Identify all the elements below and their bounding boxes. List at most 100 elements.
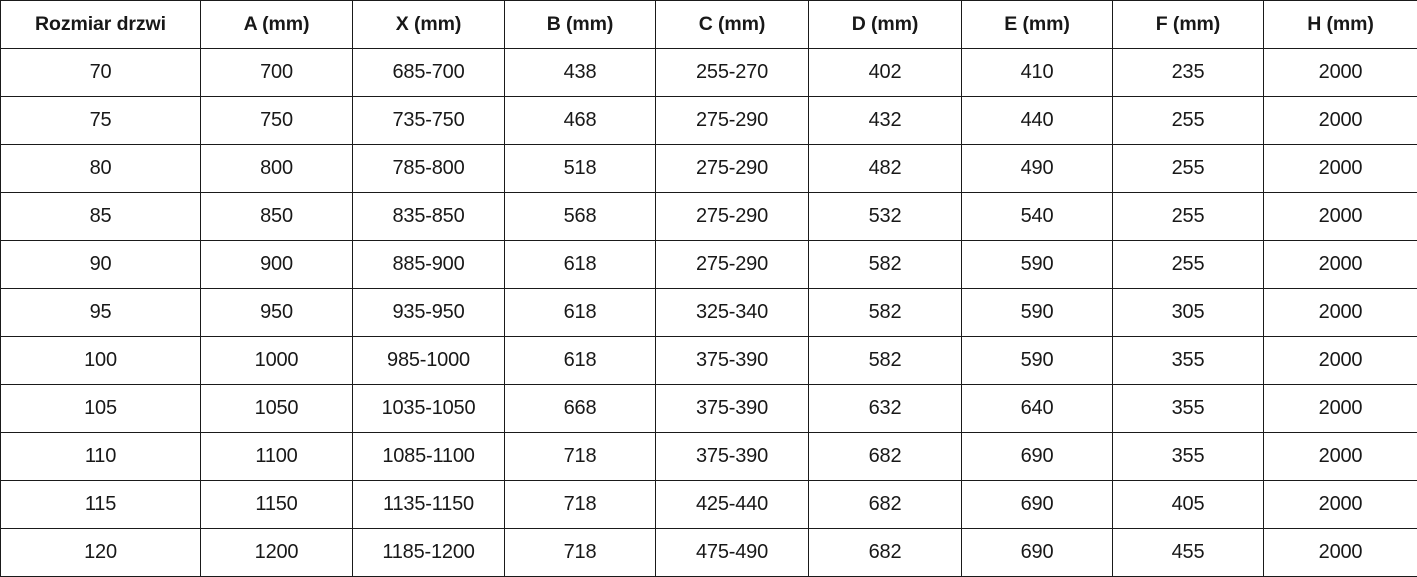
- table-cell-r10-c5: 682: [808, 528, 962, 577]
- column-header-0: Rozmiar drzwi: [0, 0, 201, 49]
- table-cell-r9-c1: 1150: [200, 480, 353, 529]
- table-cell-r4-c1: 900: [200, 240, 353, 289]
- table-cell-r2-c1: 800: [200, 144, 353, 193]
- table-cell-r3-c5: 532: [808, 192, 962, 241]
- table-cell-r0-c5: 402: [808, 48, 962, 97]
- table-cell-r1-c5: 432: [808, 96, 962, 145]
- table-cell-r9-c6: 690: [961, 480, 1113, 529]
- table-body: 70 700 685-700 438 255-270 402 410 235 2000 75 750…: [0, 48, 1417, 577]
- table-cell-r7-c8: 2000: [1263, 384, 1417, 433]
- table-cell-r7-c6: 640: [961, 384, 1113, 433]
- column-header-5: D (mm): [808, 0, 962, 49]
- table-cell-r5-c1: 950: [200, 288, 353, 337]
- table-cell-r3-c1: 850: [200, 192, 353, 241]
- table-cell-r7-c7: 355: [1112, 384, 1264, 433]
- table-cell-r3-c3: 568: [504, 192, 656, 241]
- table-cell-r4-c2: 885-900: [352, 240, 505, 289]
- table-cell-r0-c7: 235: [1112, 48, 1264, 97]
- column-header-4: C (mm): [655, 0, 809, 49]
- table-cell-r7-c2: 1035-1050: [352, 384, 505, 433]
- table-cell-r0-c4: 255-270: [655, 48, 809, 97]
- table-header: Rozmiar drzwi A (mm) X (mm) B (mm) C (mm) D (…: [0, 0, 1417, 49]
- table-cell-r1-c2: 735-750: [352, 96, 505, 145]
- column-header-2: X (mm): [352, 0, 505, 49]
- table-cell-r2-c4: 275-290: [655, 144, 809, 193]
- table-cell-r3-c8: 2000: [1263, 192, 1417, 241]
- column-header-6: E (mm): [961, 0, 1113, 49]
- table-cell-r5-c4: 325-340: [655, 288, 809, 337]
- table-cell-r6-c3: 618: [504, 336, 656, 385]
- table-cell-r9-c0: 115: [0, 480, 201, 529]
- table-cell-r8-c5: 682: [808, 432, 962, 481]
- table-cell-r4-c5: 582: [808, 240, 962, 289]
- table-cell-r0-c3: 438: [504, 48, 656, 97]
- table-cell-r8-c4: 375-390: [655, 432, 809, 481]
- table-cell-r2-c6: 490: [961, 144, 1113, 193]
- table-cell-r5-c6: 590: [961, 288, 1113, 337]
- table-cell-r9-c2: 1135-1150: [352, 480, 505, 529]
- table-cell-r10-c7: 455: [1112, 528, 1264, 577]
- table-cell-r9-c8: 2000: [1263, 480, 1417, 529]
- table-cell-r1-c3: 468: [504, 96, 656, 145]
- table-row: 70 700 685-700 438 255-270 402 410 235 2000: [0, 48, 1417, 97]
- table-cell-r4-c6: 590: [961, 240, 1113, 289]
- table-cell-r8-c8: 2000: [1263, 432, 1417, 481]
- table-row: 90 900 885-900 618 275-290 582 590 255 2000: [0, 240, 1417, 289]
- column-header-1: A (mm): [200, 0, 353, 49]
- table-cell-r8-c6: 690: [961, 432, 1113, 481]
- column-header-7: F (mm): [1112, 0, 1264, 49]
- table-cell-r8-c7: 355: [1112, 432, 1264, 481]
- table-cell-r8-c2: 1085-1100: [352, 432, 505, 481]
- column-header-8: H (mm): [1263, 0, 1417, 49]
- table-cell-r0-c6: 410: [961, 48, 1113, 97]
- table-cell-r10-c4: 475-490: [655, 528, 809, 577]
- table-row: 100 1000 985-1000 618 375-390 582 590 355 2000: [0, 336, 1417, 385]
- table-cell-r4-c0: 90: [0, 240, 201, 289]
- table-cell-r10-c8: 2000: [1263, 528, 1417, 577]
- table-cell-r7-c1: 1050: [200, 384, 353, 433]
- table-cell-r0-c8: 2000: [1263, 48, 1417, 97]
- table-cell-r8-c3: 718: [504, 432, 656, 481]
- column-header-3: B (mm): [504, 0, 656, 49]
- table-cell-r8-c0: 110: [0, 432, 201, 481]
- table-cell-r2-c7: 255: [1112, 144, 1264, 193]
- table-cell-r2-c0: 80: [0, 144, 201, 193]
- table-cell-r7-c5: 632: [808, 384, 962, 433]
- table-cell-r0-c1: 700: [200, 48, 353, 97]
- table-cell-r7-c4: 375-390: [655, 384, 809, 433]
- table-row: 85 850 835-850 568 275-290 532 540 255 2000: [0, 192, 1417, 241]
- table-row: 95 950 935-950 618 325-340 582 590 305 2000: [0, 288, 1417, 337]
- table-row: 115 1150 1135-1150 718 425-440 682 690 405 2000: [0, 480, 1417, 529]
- table-row: 80 800 785-800 518 275-290 482 490 255 2000: [0, 144, 1417, 193]
- table-cell-r6-c6: 590: [961, 336, 1113, 385]
- table-cell-r5-c0: 95: [0, 288, 201, 337]
- table-cell-r5-c8: 2000: [1263, 288, 1417, 337]
- table-header-row: Rozmiar drzwi A (mm) X (mm) B (mm) C (mm) D (…: [0, 0, 1417, 49]
- table-cell-r3-c4: 275-290: [655, 192, 809, 241]
- table-cell-r1-c4: 275-290: [655, 96, 809, 145]
- table-cell-r2-c5: 482: [808, 144, 962, 193]
- table-row: 75 750 735-750 468 275-290 432 440 255 2000: [0, 96, 1417, 145]
- table-cell-r7-c3: 668: [504, 384, 656, 433]
- table-cell-r4-c7: 255: [1112, 240, 1264, 289]
- table-cell-r5-c5: 582: [808, 288, 962, 337]
- table-cell-r10-c2: 1185-1200: [352, 528, 505, 577]
- table-cell-r9-c7: 405: [1112, 480, 1264, 529]
- table-cell-r3-c0: 85: [0, 192, 201, 241]
- table-cell-r1-c0: 75: [0, 96, 201, 145]
- table-cell-r6-c1: 1000: [200, 336, 353, 385]
- table-cell-r10-c6: 690: [961, 528, 1113, 577]
- table-cell-r0-c2: 685-700: [352, 48, 505, 97]
- table-cell-r6-c4: 375-390: [655, 336, 809, 385]
- table-cell-r1-c1: 750: [200, 96, 353, 145]
- table-cell-r3-c6: 540: [961, 192, 1113, 241]
- table-cell-r3-c7: 255: [1112, 192, 1264, 241]
- table-cell-r4-c8: 2000: [1263, 240, 1417, 289]
- table-cell-r1-c7: 255: [1112, 96, 1264, 145]
- table-cell-r8-c1: 1100: [200, 432, 353, 481]
- table-row: 120 1200 1185-1200 718 475-490 682 690 455 2000: [0, 528, 1417, 577]
- table-cell-r2-c8: 2000: [1263, 144, 1417, 193]
- table-row: 105 1050 1035-1050 668 375-390 632 640 355 2000: [0, 384, 1417, 433]
- table-cell-r3-c2: 835-850: [352, 192, 505, 241]
